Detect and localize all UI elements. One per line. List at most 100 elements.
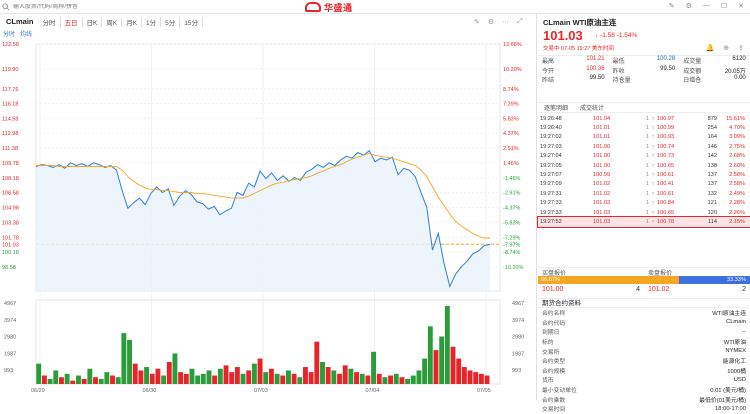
trade-row[interactable]: 19:27:04 101.00 1 ↑ 100.73 142 2.68% xyxy=(538,152,750,161)
tab-five-day[interactable]: 五日 xyxy=(61,16,83,27)
volume-tick-label: 2980 xyxy=(4,335,16,341)
trade-row[interactable]: 19:26:40 101.01 1 ↑ 100.99 254 4.70% xyxy=(538,123,750,132)
ask-bar xyxy=(679,276,750,284)
tab-intraday[interactable]: 分时 xyxy=(39,16,61,27)
contract-row: 标的 WTI原油 xyxy=(538,337,750,347)
volume-bar xyxy=(172,353,178,384)
expand-icon[interactable]: ⤢ xyxy=(517,17,523,25)
tab-month-k[interactable]: 月K xyxy=(122,16,143,27)
volume-bar xyxy=(354,372,359,384)
volume-bar xyxy=(337,373,342,384)
tab-trade-stats[interactable]: 成交统计 xyxy=(580,106,605,112)
trade-cell: 101.01 xyxy=(593,125,611,132)
search-box[interactable] xyxy=(2,2,172,12)
pct-tick-label: -7.29% xyxy=(503,235,521,241)
trade-row[interactable]: 19:27:07 100.99 1 ↑ 100.61 137 2.58% xyxy=(538,170,750,179)
stat-label: 昨收 xyxy=(612,68,625,75)
trade-cell: 101.00 xyxy=(593,153,611,160)
trade-cell: 1 xyxy=(645,190,649,197)
stat-label: 日增仓 xyxy=(683,78,702,85)
trade-cell: 1 xyxy=(645,115,649,122)
minimize-icon[interactable]: — xyxy=(702,2,710,9)
trade-cell: 19:26:40 xyxy=(540,125,562,132)
quote-panel: CLmain WTI原油主连 101.03 ↓ -1.58 -1.54% 交易中… xyxy=(537,14,750,413)
ask-volume: 2 xyxy=(742,286,746,293)
close-icon[interactable]: ✕ xyxy=(738,3,744,10)
volume-bar xyxy=(478,373,484,384)
trade-row[interactable]: 19:27:33 101.03 1 ↑ 100.84 121 2.28% xyxy=(538,199,750,208)
trade-cell: 2.58% xyxy=(729,172,745,179)
volume-bar xyxy=(110,375,115,384)
y-tick-label: 98.58 xyxy=(2,265,16,271)
contract-value: USD xyxy=(733,376,746,383)
contract-label: 最小变动单位 xyxy=(542,388,577,395)
subtab-price[interactable]: 分时 xyxy=(3,32,16,38)
maximize-icon[interactable]: ☐ xyxy=(720,3,728,10)
trade-row[interactable]: 19:27:02 101.01 1 ↑ 100.93 164 3.09% xyxy=(538,133,750,142)
volume-bar xyxy=(240,373,246,384)
volume-bar xyxy=(320,361,325,384)
trade-cell: 100.99 xyxy=(593,172,611,179)
trade-row[interactable]: 19:27:31 101.02 1 ↑ 100.61 132 2.49% xyxy=(538,189,750,198)
tab-15min[interactable]: 15分 xyxy=(180,16,204,27)
stats-row: 今开 100.36 昨收 99.50 成交额 20.05万 xyxy=(538,66,750,76)
volume-bar xyxy=(388,375,394,384)
volume-bar xyxy=(433,350,439,384)
trade-row[interactable]: 19:27:33 101.03 1 ↑ 100.65 120 2.26% xyxy=(538,208,750,217)
volume-bar xyxy=(59,377,64,384)
volume-bar xyxy=(217,368,223,384)
add-icon[interactable]: ⊕ xyxy=(723,45,730,52)
tab-5min[interactable]: 5分 xyxy=(161,16,181,27)
edit-icon[interactable]: ✎ xyxy=(668,3,675,10)
price-chart[interactable]: 122.58 13.66% 119.90 10.20% 117.76 8.74% 116.1… xyxy=(0,36,537,400)
settings-icon[interactable]: ⚙ xyxy=(487,18,495,26)
volume-tick-label: 993 xyxy=(4,368,13,374)
pct-tick-label: -8.74% xyxy=(503,250,521,256)
tab-1min[interactable]: 1分 xyxy=(142,16,162,27)
volume-bar xyxy=(183,373,189,384)
stat-value: 99.50 xyxy=(589,75,605,82)
trade-row[interactable]: 19:27:09 101.02 1 ↑ 100.41 137 2.58% xyxy=(538,180,750,189)
trade-row[interactable]: 19:26:48 101.04 1 ↑ 100.97 879 15.61% xyxy=(538,114,750,123)
price-change: ↓ -1.58 -1.54% xyxy=(595,32,637,39)
sub-tabs: 分时 均线 xyxy=(2,29,33,38)
volume-tick-label-right: 4967 xyxy=(512,301,524,307)
stat-cell: 持仓量 xyxy=(609,75,680,84)
subtab-avg[interactable]: 均线 xyxy=(20,32,33,38)
volume-bar xyxy=(405,378,411,384)
alert-icon[interactable]: 🔔 xyxy=(705,45,715,52)
y-tick-label: 119.90 xyxy=(2,67,18,73)
volume-bar xyxy=(297,377,303,384)
volume-bar xyxy=(76,375,81,384)
pct-tick-label: 10.20% xyxy=(503,67,522,73)
volume-bar xyxy=(376,373,382,384)
volume-bar xyxy=(303,367,308,384)
ask-price: 101.02 xyxy=(648,286,670,293)
share-icon[interactable]: ⇪ xyxy=(738,45,744,52)
search-input[interactable] xyxy=(13,4,163,10)
tab-tick-detail[interactable]: 逐笔明细 xyxy=(544,106,569,112)
volume-bar xyxy=(439,336,445,384)
quote-stats: 最高 101.21 最低 100.28 成交量 6120 今开 100.36 昨收 99.50 成交… xyxy=(538,55,750,85)
volume-bar xyxy=(467,370,473,384)
draw-icon[interactable]: ✎ xyxy=(474,18,480,26)
volume-bar xyxy=(427,326,433,384)
y-tick-label: 101.03 xyxy=(2,242,19,248)
trade-cell: ↑ xyxy=(651,172,655,179)
tab-day-k[interactable]: 日K xyxy=(83,16,103,27)
y-tick-label: 100.18 xyxy=(2,250,19,256)
volume-bar xyxy=(41,375,47,384)
volume-bar xyxy=(251,363,257,384)
gear-icon[interactable]: ⚙ xyxy=(685,3,692,10)
trade-cell: 19:27:09 xyxy=(540,181,562,188)
trade-cell: ↑ xyxy=(651,181,655,188)
trade-row[interactable]: 19:27:05 101.00 1 ↑ 100.65 138 2.60% xyxy=(538,161,750,170)
volume-bar xyxy=(206,370,212,384)
y-tick-label: 106.58 xyxy=(2,191,19,197)
volume-bar xyxy=(87,368,93,384)
trade-row[interactable]: 19:27:52 101.03 1 ↑ 100.78 114 2.15% xyxy=(537,216,750,228)
tab-week-k[interactable]: 周K xyxy=(102,16,123,27)
trade-cell: ↑ xyxy=(651,134,655,141)
more-icon[interactable]: ⋯ xyxy=(502,18,510,26)
trade-row[interactable]: 19:27:03 101.00 1 ↑ 100.74 146 2.75% xyxy=(538,142,750,151)
